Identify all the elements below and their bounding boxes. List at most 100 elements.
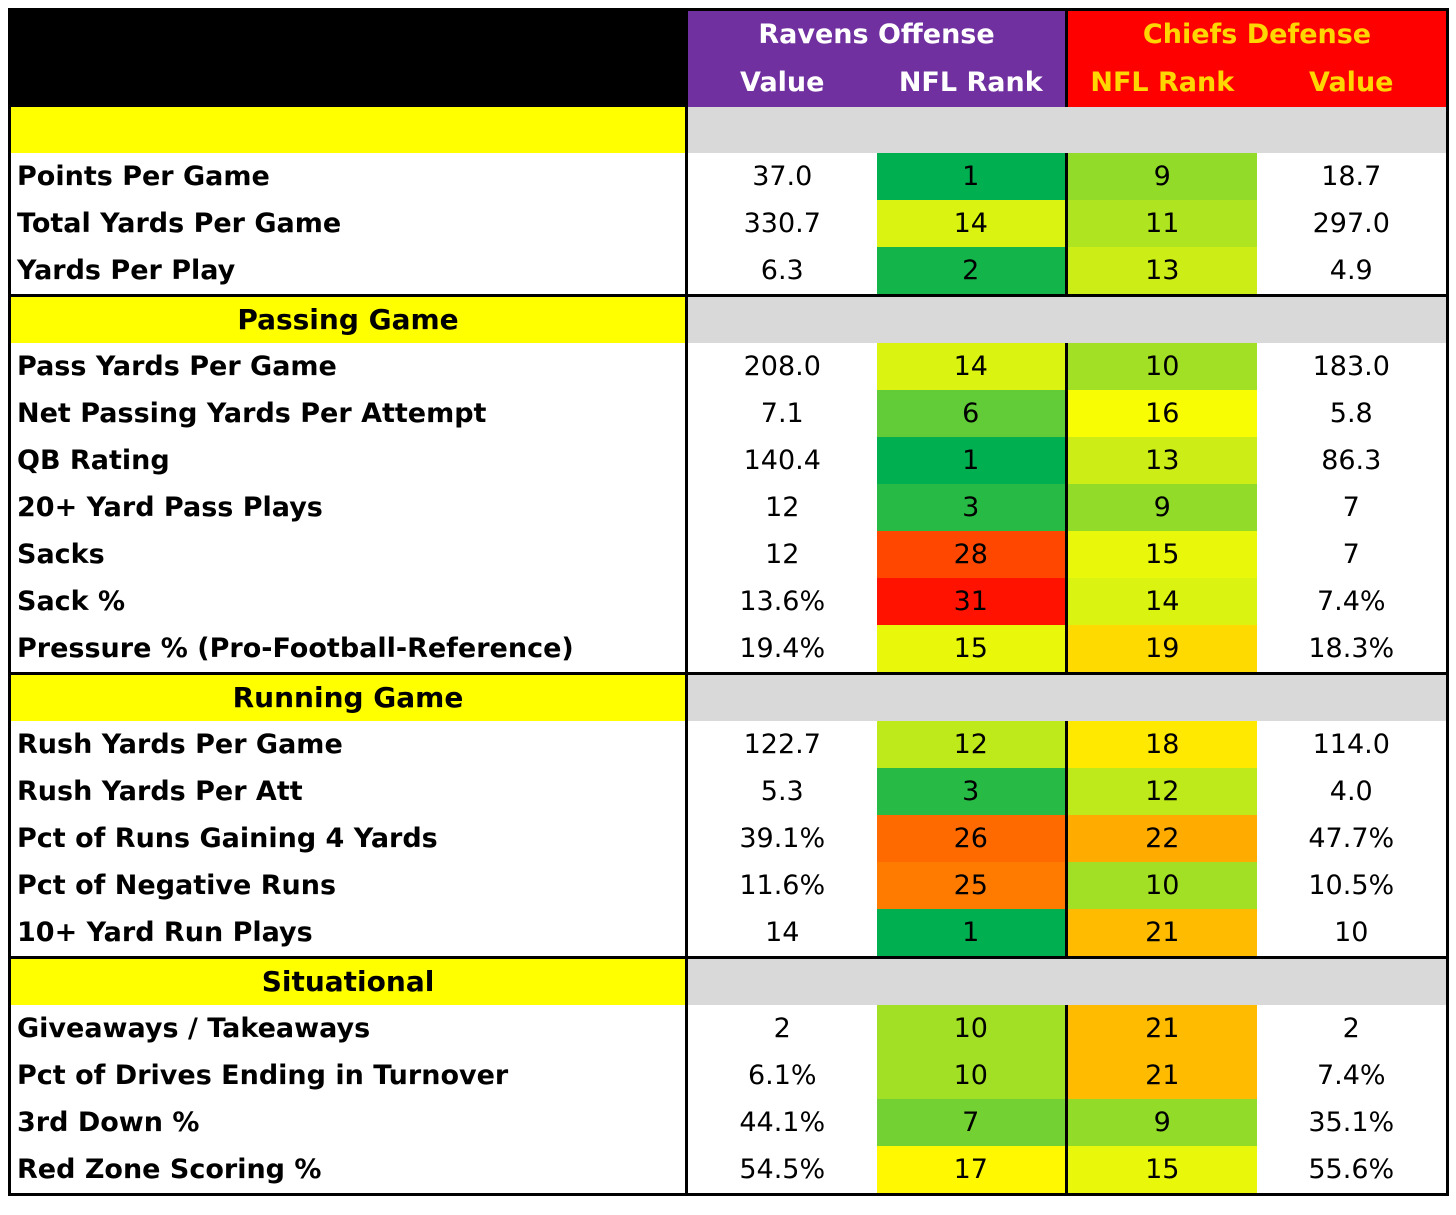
- ravens-rank: 6: [876, 390, 1069, 437]
- section-title: [9, 107, 688, 153]
- ravens-rank-header: NFL Rank: [876, 57, 1069, 107]
- ravens-value: 12: [765, 539, 800, 570]
- section-header-passing-game: Passing Game: [9, 294, 1448, 343]
- chiefs-rank: 21: [1066, 909, 1257, 958]
- chiefs-value: 2: [1342, 1013, 1360, 1044]
- ravens-rank: 1: [876, 437, 1069, 484]
- stat-label: Yards Per Play: [9, 247, 688, 296]
- ravens-offense-title: Ravens Offense: [686, 9, 1069, 57]
- ravens-value: 19.4%: [739, 633, 826, 664]
- table-row: Pct of Runs Gaining 4 Yards 39.1% 26 22 47.7…: [9, 815, 1448, 862]
- section-title: Situational: [9, 956, 688, 1005]
- ravens-rank: 17: [876, 1146, 1069, 1195]
- table-row: Pass Yards Per Game 208.0 14 10 183.0: [9, 343, 1448, 390]
- chiefs-rank: 19: [1066, 625, 1257, 674]
- ravens-rank: 15: [876, 625, 1069, 674]
- stat-label: Rush Yards Per Att: [9, 768, 688, 815]
- chiefs-value: 4.0: [1329, 776, 1373, 807]
- table-row: Rush Yards Per Att 5.3 3 12 4.0: [9, 768, 1448, 815]
- header-blank-cell: [9, 9, 688, 107]
- chiefs-rank: 15: [1066, 1146, 1257, 1195]
- ravens-value: 140.4: [743, 445, 821, 476]
- chiefs-rank: 16: [1066, 390, 1257, 437]
- ravens-value: 6.1%: [747, 1060, 817, 1091]
- chiefs-value: 18.7: [1321, 161, 1382, 192]
- chiefs-value: 5.8: [1329, 398, 1373, 429]
- ravens-value: 2: [773, 1013, 791, 1044]
- ravens-rank: 14: [876, 343, 1069, 390]
- chiefs-rank: 14: [1066, 578, 1257, 625]
- table-row: Rush Yards Per Game 122.7 12 18 114.0: [9, 721, 1448, 768]
- stat-label: Pct of Runs Gaining 4 Yards: [9, 815, 688, 862]
- table-row: Sack % 13.6% 31 14 7.4%: [9, 578, 1448, 625]
- chiefs-value: 297.0: [1312, 208, 1390, 239]
- chiefs-rank: 10: [1066, 343, 1257, 390]
- section-title: Running Game: [9, 672, 688, 721]
- stat-label: Giveaways / Takeaways: [9, 1005, 688, 1052]
- section-spacer: [686, 294, 1448, 343]
- section-spacer: [686, 956, 1448, 1005]
- chiefs-value: 114.0: [1312, 729, 1390, 760]
- chiefs-value: 4.9: [1329, 255, 1373, 286]
- chiefs-value: 7.4%: [1316, 1060, 1386, 1091]
- ravens-rank: 10: [876, 1005, 1069, 1052]
- chiefs-value: 183.0: [1312, 351, 1390, 382]
- stat-label: Pass Yards Per Game: [9, 343, 688, 390]
- section-header-situational: Situational: [9, 956, 1448, 1005]
- stat-label: 10+ Yard Run Plays: [9, 909, 688, 958]
- chiefs-rank: 9: [1066, 1099, 1257, 1146]
- ravens-value: 208.0: [743, 351, 821, 382]
- stat-label: 20+ Yard Pass Plays: [9, 484, 688, 531]
- stat-label: Points Per Game: [9, 153, 688, 200]
- table-body: Points Per Game 37.0 1 9 18.7 Total Yards Per…: [9, 107, 1448, 1195]
- section-spacer: [686, 672, 1448, 721]
- ravens-rank: 14: [876, 200, 1069, 247]
- ravens-rank: 10: [876, 1052, 1069, 1099]
- chiefs-rank: 15: [1066, 531, 1257, 578]
- chiefs-value: 55.6%: [1308, 1154, 1395, 1185]
- table-row: 20+ Yard Pass Plays 12 3 9 7: [9, 484, 1448, 531]
- section-header-running-game: Running Game: [9, 672, 1448, 721]
- chiefs-rank: 13: [1066, 437, 1257, 484]
- table-row: Pressure % (Pro-Football-Reference) 19.4%…: [9, 625, 1448, 674]
- chiefs-rank-header: NFL Rank: [1066, 57, 1257, 107]
- ravens-rank: 3: [876, 484, 1069, 531]
- ravens-value-header: Value: [686, 57, 877, 107]
- chiefs-value: 7.4%: [1316, 586, 1386, 617]
- stat-label: QB Rating: [9, 437, 688, 484]
- chiefs-rank: 18: [1066, 721, 1257, 768]
- stat-label: Total Yards Per Game: [9, 200, 688, 247]
- ravens-vs-chiefs-table: Ravens Offense Chiefs Defense Value NFL …: [8, 8, 1450, 1196]
- ravens-rank: 25: [876, 862, 1069, 909]
- ravens-value: 5.3: [760, 776, 804, 807]
- chiefs-rank: 22: [1066, 815, 1257, 862]
- chiefs-rank: 21: [1066, 1052, 1257, 1099]
- ravens-value: 39.1%: [739, 823, 826, 854]
- ravens-rank: 1: [876, 153, 1069, 200]
- stat-label: 3rd Down %: [9, 1099, 688, 1146]
- ravens-rank: 7: [876, 1099, 1069, 1146]
- ravens-rank: 3: [876, 768, 1069, 815]
- stat-label: Sacks: [9, 531, 688, 578]
- ravens-value: 13.6%: [739, 586, 826, 617]
- table-row: QB Rating 140.4 1 13 86.3: [9, 437, 1448, 484]
- ravens-value: 12: [765, 492, 800, 523]
- section-spacer: [686, 107, 1448, 153]
- table-row: Points Per Game 37.0 1 9 18.7: [9, 153, 1448, 200]
- stat-label: Pct of Drives Ending in Turnover: [9, 1052, 688, 1099]
- section-title: Passing Game: [9, 294, 688, 343]
- ravens-value: 54.5%: [739, 1154, 826, 1185]
- chiefs-rank: 12: [1066, 768, 1257, 815]
- table-row: Sacks 12 28 15 7: [9, 531, 1448, 578]
- table-row: 3rd Down % 44.1% 7 9 35.1%: [9, 1099, 1448, 1146]
- chiefs-value: 10: [1334, 917, 1369, 948]
- table-row: Total Yards Per Game 330.7 14 11 297.0: [9, 200, 1448, 247]
- chiefs-value: 7: [1342, 539, 1360, 570]
- chiefs-rank: 10: [1066, 862, 1257, 909]
- ravens-rank: 1: [876, 909, 1069, 958]
- ravens-value: 14: [765, 917, 800, 948]
- chiefs-value-header: Value: [1256, 57, 1448, 107]
- ravens-rank: 2: [876, 247, 1069, 296]
- ravens-rank: 28: [876, 531, 1069, 578]
- table-row: Red Zone Scoring % 54.5% 17 15 55.6%: [9, 1146, 1448, 1195]
